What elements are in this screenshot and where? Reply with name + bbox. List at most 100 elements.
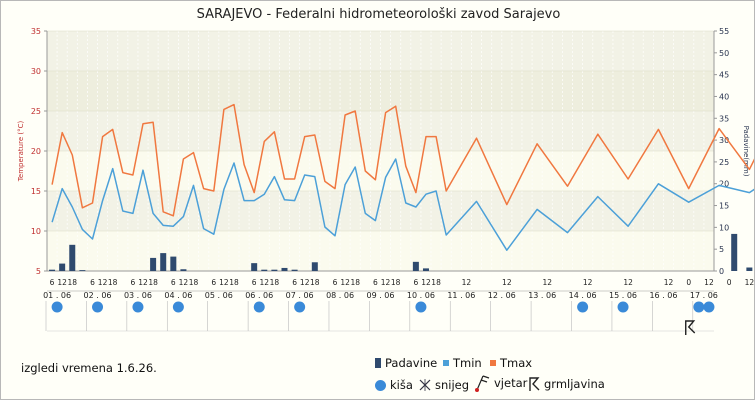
precip-bar [291,269,298,271]
day-label: 03 . 06 [124,291,152,300]
x-tick-label: 18 [310,278,320,287]
x-tick-label: 0 [686,278,691,287]
wind-icon [475,375,490,392]
legend-snijeg-label: snijeg [435,378,470,392]
precip-bar [731,233,738,271]
y-tick-label-right: 50 [719,49,729,58]
rain-icon [693,301,705,313]
x-tick-label: 12 [300,278,310,287]
x-tick-label: 6 [292,278,297,287]
x-tick-label: 18 [148,278,158,287]
x-tick-label: 6 [413,278,418,287]
legend-padavine-label: Padavine [385,356,438,370]
tmin-line [51,158,754,251]
legend-tmin: Tmin [443,356,482,370]
y-tick-label-left: 10 [31,227,41,236]
y-tick-label-left: 30 [31,67,41,76]
precip-bar [412,261,419,271]
y-tick-label-right: 25 [719,158,729,167]
rain-icon [92,301,104,313]
x-tick-label: 6 [90,278,95,287]
thunder-icon [529,377,540,391]
x-tick-label: 12 [381,278,391,287]
x-tick-label: 18 [229,278,239,287]
legend-padavine: Padavine [375,356,437,370]
day-label: 05 . 06 [205,291,233,300]
x-tick-label: 18 [189,278,199,287]
y-tick-label-right: 30 [719,136,729,145]
tmin-swatch [443,360,449,366]
chart-title: SARAJEVO - Federalni hidrometeorološki z… [196,7,561,22]
legend-kisa: kiša [375,378,413,392]
y-tick-label-left: 25 [31,107,41,116]
precip-bar [49,269,56,271]
thunder-icon [685,320,696,335]
day-label: 07 . 06 [286,291,314,300]
day-label: 08 . 06 [326,291,354,300]
day-label: 10 . 06 [407,291,435,300]
rain-icon [51,301,63,313]
x-tick-label: 12 [502,278,512,287]
precip-bar [59,263,66,271]
precip-bar [160,253,167,271]
day-label: 04 . 06 [164,291,192,300]
rain-icon [132,301,144,313]
x-tick-label: 12 [98,278,108,287]
x-tick-label: 12 [340,278,350,287]
x-tick-label: 18 [350,278,360,287]
precip-bar [746,267,753,271]
rain-icon [703,301,715,313]
x-tick-label: 12 [260,278,270,287]
day-label: 09 . 06 [367,291,395,300]
x-tick-label: 0 [727,278,732,287]
day-label: 16 . 06 [649,291,677,300]
x-tick-label: 18 [431,278,441,287]
snow-icon [419,379,431,391]
legend-tmin-label: Tmin [453,356,482,370]
x-tick-label: 12 [462,278,472,287]
rain-icon [617,301,629,313]
legend-grmljavina-label: grmljavina [544,377,605,391]
y-tick-label-right: 55 [719,27,729,36]
x-tick-label: 6 [50,278,55,287]
day-label: 06 . 06 [245,291,273,300]
x-tick-label: 12 [421,278,431,287]
precip-bar [422,268,429,271]
x-tick-label: 12 [745,278,754,287]
x-tick-label: 12 [179,278,189,287]
precip-bar [271,269,278,271]
y-tick-label-right: 15 [719,202,729,211]
y-tick-label-right: 10 [719,223,729,232]
x-tick-label: 6 [373,278,378,287]
precip-bar [150,257,157,271]
legend-tmax: Tmax [490,356,532,370]
rain-icon [253,301,265,313]
precip-bar [170,256,177,271]
precip-bar [251,263,258,271]
day-label: 13 . 06 [528,291,556,300]
day-label: 14 . 06 [569,291,597,300]
x-tick-label: 6 [252,278,257,287]
precip-bar [261,269,268,271]
x-tick-label: 18 [270,278,280,287]
day-label: 15 . 06 [609,291,637,300]
rain-icon [172,301,184,313]
x-tick-label: 12 [664,278,674,287]
x-tick-label: 6 [171,278,176,287]
day-label: 17 . 06 [690,291,718,300]
y-tick-label-left: 5 [36,267,41,276]
rain-icon [415,301,427,313]
y-tick-label-right: 35 [719,114,729,123]
day-label: 02 . 06 [84,291,112,300]
legend-grmljavina: grmljavina [528,377,605,391]
legend-vjetar: vjetar [474,374,527,392]
y-axis-label-right: Padavine(mm) [742,126,750,177]
x-tick-label: 12 [542,278,552,287]
rain-icon [577,301,589,313]
x-tick-label: 12 [623,278,633,287]
x-tick-label: 12 [138,278,148,287]
precip-bar [180,269,187,271]
x-tick-label: 6 [211,278,216,287]
